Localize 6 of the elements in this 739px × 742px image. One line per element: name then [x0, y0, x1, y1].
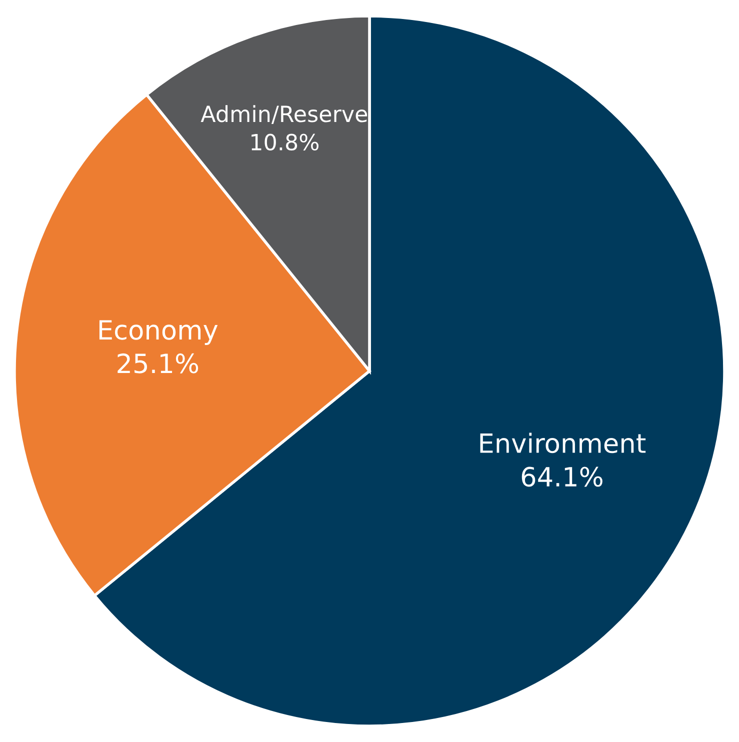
slice-label: Admin/Reserve	[200, 105, 368, 124]
slice-label: Economy	[99, 320, 218, 345]
data-label: 64.1%	[522, 466, 602, 487]
data-label: 10.8%	[252, 134, 318, 151]
data-label: 25.1%	[118, 353, 198, 374]
slice-label: Environment	[480, 432, 646, 454]
